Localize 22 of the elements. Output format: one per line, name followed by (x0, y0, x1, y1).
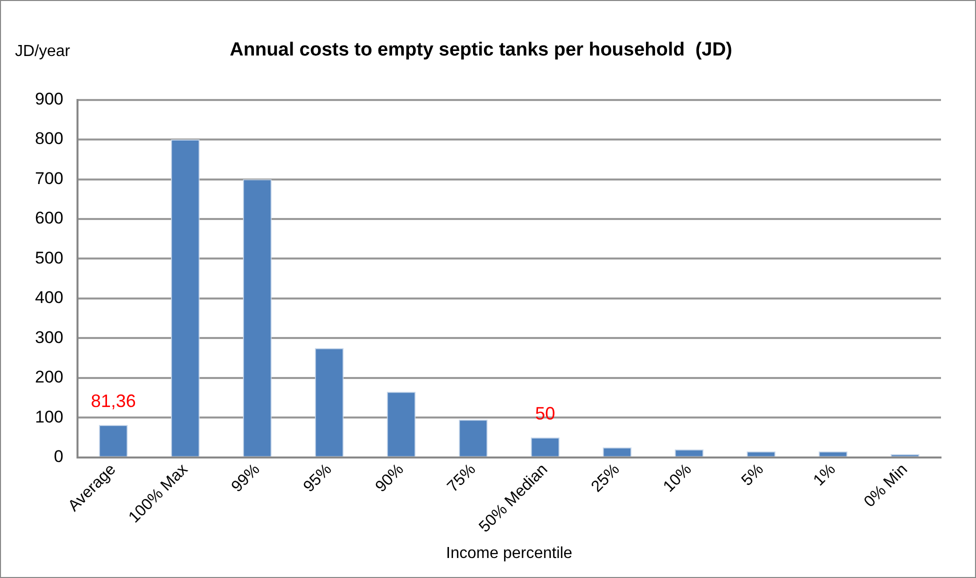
x-tick-label: 5% (738, 461, 768, 490)
x-tick-label: 0% Min (861, 461, 911, 511)
data-label: 81,36 (90, 390, 136, 411)
x-tick-label: 75% (444, 461, 480, 496)
chart-title: Annual costs to empty septic tanks per household (JD) (230, 40, 732, 61)
y-axis-title: JD/year (15, 43, 70, 61)
y-tick-label: 900 (34, 89, 64, 108)
x-tick-label: 90% (372, 461, 408, 496)
y-tick-label: 400 (34, 288, 64, 308)
x-tick-label: 1% (810, 461, 839, 490)
y-tick-label: 500 (34, 248, 64, 268)
y-tick-label: 700 (34, 168, 64, 188)
y-tick-label: 200 (34, 368, 64, 387)
y-tick-label: 300 (34, 328, 64, 347)
y-tick-label: 600 (34, 208, 64, 228)
y-tick-label: 100 (34, 407, 64, 426)
x-tick-label: 95% (300, 461, 336, 496)
y-tick-label: 0 (54, 447, 64, 466)
y-tick-label: 800 (34, 129, 64, 148)
x-axis-title: Income percentile (446, 544, 572, 562)
x-tick-label: 99% (228, 461, 264, 496)
data-label: 50 (535, 403, 556, 424)
